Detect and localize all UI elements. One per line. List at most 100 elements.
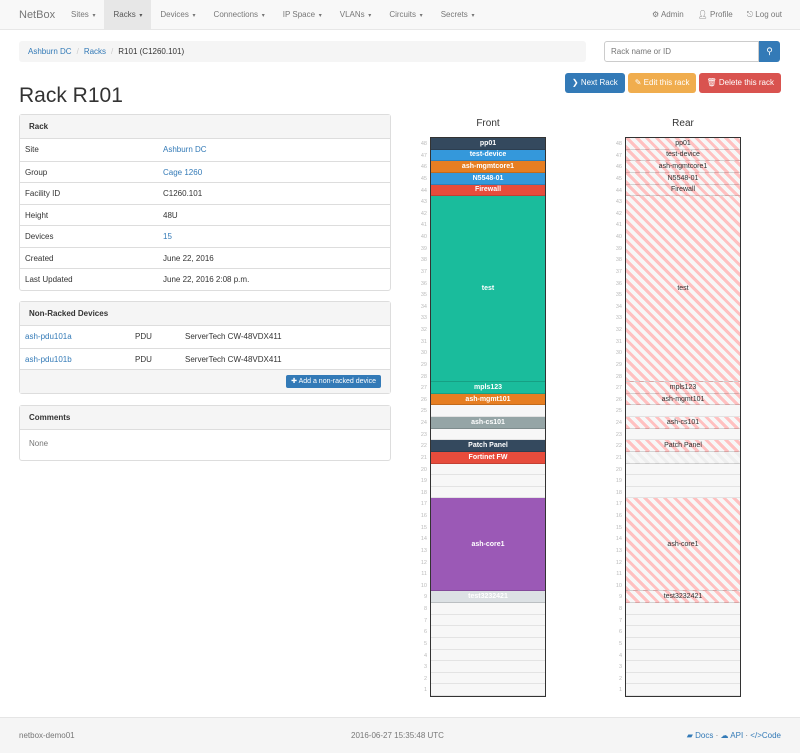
empty-slot[interactable] bbox=[431, 615, 545, 627]
unit-number: 29 bbox=[420, 361, 427, 368]
rack-attr-label: Created bbox=[25, 253, 54, 263]
empty-slot[interactable] bbox=[626, 626, 740, 638]
rear-device-n5548-01[interactable]: N5548-01 bbox=[626, 172, 740, 185]
empty-slot[interactable] bbox=[626, 650, 740, 662]
empty-slot[interactable] bbox=[431, 464, 545, 476]
rear-device-test-device[interactable]: test-device bbox=[626, 149, 740, 162]
front-device-patch-panel[interactable]: Patch Panel bbox=[431, 440, 545, 452]
logout-link[interactable]: ⎋ Log out bbox=[747, 0, 782, 29]
empty-slot[interactable] bbox=[626, 405, 740, 417]
rear-device-pp01[interactable]: pp01 bbox=[626, 138, 740, 150]
empty-slot[interactable] bbox=[626, 661, 740, 673]
code-link[interactable]: </>Code bbox=[750, 731, 781, 740]
rack-search-input[interactable] bbox=[604, 41, 759, 62]
front-device-mpls123[interactable]: mpls123 bbox=[431, 382, 545, 394]
empty-slot[interactable] bbox=[626, 429, 740, 441]
unit-number: 32 bbox=[615, 327, 622, 333]
empty-slot[interactable] bbox=[431, 684, 545, 696]
rear-device-test3232421[interactable]: test3232421 bbox=[626, 591, 740, 603]
front-device-fortinet-fw[interactable]: Fortinet FW bbox=[431, 451, 545, 464]
nav-sites[interactable]: Sites ▾ bbox=[62, 0, 104, 29]
rear-device-blocked[interactable] bbox=[626, 451, 740, 464]
nav-racks[interactable]: Racks ▾ bbox=[104, 0, 152, 29]
unit-number: 8 bbox=[423, 606, 427, 612]
empty-slot[interactable] bbox=[626, 673, 740, 685]
front-device-firewall[interactable]: Firewall bbox=[431, 184, 545, 197]
front-device-pp01[interactable]: pp01 bbox=[431, 138, 545, 150]
front-device-test3232421[interactable]: test3232421 bbox=[431, 591, 545, 603]
unit-number: 26 bbox=[420, 396, 427, 403]
comments-heading: Comments bbox=[20, 406, 390, 430]
front-device-n5548-01[interactable]: N5548-01 bbox=[431, 172, 545, 185]
empty-slot[interactable] bbox=[431, 626, 545, 638]
empty-slot[interactable] bbox=[431, 661, 545, 673]
device-name: ash-core1 bbox=[471, 540, 505, 548]
nav-circuits[interactable]: Circuits ▾ bbox=[380, 0, 431, 29]
front-device-ash-mgmt101[interactable]: ash-mgmt101 bbox=[431, 393, 545, 406]
next-rack-button[interactable]: ❯ Next Rack bbox=[564, 73, 625, 93]
empty-slot[interactable] bbox=[626, 603, 740, 615]
empty-slot[interactable] bbox=[626, 615, 740, 627]
device-link[interactable]: ash-pdu101b bbox=[25, 354, 72, 364]
empty-slot[interactable] bbox=[431, 487, 545, 499]
add-non-racked-button[interactable]: ✚ Add a non-racked device bbox=[286, 375, 381, 388]
edit-rack-button[interactable]: ✎ Edit this rack bbox=[627, 73, 697, 93]
unit-number: 14 bbox=[420, 536, 427, 543]
nav-ip-space[interactable]: IP Space ▾ bbox=[274, 0, 331, 29]
brand-logo[interactable]: NetBox bbox=[19, 9, 56, 21]
rack-attr-value[interactable]: Cage 1260 bbox=[163, 167, 203, 177]
rear-device-ash-mgmt101[interactable]: ash-mgmt101 bbox=[626, 393, 740, 406]
empty-slot[interactable] bbox=[626, 487, 740, 499]
rear-device-test[interactable]: test bbox=[626, 196, 740, 383]
rear-device-ash-core1[interactable]: ash-core1 bbox=[626, 498, 740, 592]
front-device-ash-cs101[interactable]: ash-cs101 bbox=[431, 417, 545, 429]
caret-down-icon: ▾ bbox=[90, 13, 96, 19]
nav-connections[interactable]: Connections ▾ bbox=[205, 0, 274, 29]
rear-device-patch-panel[interactable]: Patch Panel bbox=[626, 440, 740, 452]
nav-secrets[interactable]: Secrets ▾ bbox=[432, 0, 484, 29]
search-button[interactable]: ⚲ bbox=[759, 41, 780, 62]
delete-rack-button[interactable]: 🗑︎ Delete this rack bbox=[699, 73, 781, 93]
rear-device-mpls123[interactable]: mpls123 bbox=[626, 382, 740, 394]
rack-attr-value[interactable]: Ashburn DC bbox=[163, 145, 207, 154]
empty-slot[interactable] bbox=[626, 684, 740, 696]
empty-slot[interactable] bbox=[431, 673, 545, 685]
empty-slot[interactable] bbox=[431, 638, 545, 650]
front-device-test-device[interactable]: test-device bbox=[431, 149, 545, 162]
breadcrumb-racks[interactable]: Racks bbox=[83, 47, 107, 56]
front-device-test[interactable]: test bbox=[431, 196, 545, 383]
rear-device-ash-cs101[interactable]: ash-cs101 bbox=[626, 417, 740, 429]
admin-label: Admin bbox=[660, 10, 684, 19]
front-device-ash-mgmtcore1[interactable]: ash-mgmtcore1 bbox=[431, 161, 545, 173]
profile-link[interactable]: 👤︎ Profile bbox=[698, 0, 733, 29]
rear-device-firewall[interactable]: Firewall bbox=[626, 184, 740, 197]
empty-slot[interactable] bbox=[431, 650, 545, 662]
rear-device-ash-mgmtcore1[interactable]: ash-mgmtcore1 bbox=[626, 161, 740, 173]
unit-number: 24 bbox=[615, 420, 622, 426]
empty-slot[interactable] bbox=[626, 475, 740, 487]
rack-attr-label: Facility ID bbox=[25, 189, 61, 198]
unit-number: 47 bbox=[420, 152, 427, 159]
api-link[interactable]: ☁ API bbox=[721, 731, 744, 740]
empty-slot[interactable] bbox=[626, 464, 740, 476]
empty-slot[interactable] bbox=[626, 638, 740, 650]
logout-label: Log out bbox=[755, 10, 782, 19]
nav-vlans[interactable]: VLANs ▾ bbox=[331, 0, 381, 29]
unit-number: 31 bbox=[420, 338, 427, 345]
empty-slot[interactable] bbox=[431, 475, 545, 487]
caret-down-icon: ▾ bbox=[469, 13, 475, 19]
empty-slot[interactable] bbox=[431, 603, 545, 615]
empty-slot[interactable] bbox=[431, 405, 545, 417]
unit-number: 40 bbox=[615, 234, 622, 240]
docs-link[interactable]: ▰ Docs bbox=[687, 731, 714, 740]
nav-devices[interactable]: Devices ▾ bbox=[151, 0, 204, 29]
front-device-ash-core1[interactable]: ash-core1 bbox=[431, 498, 545, 592]
unit-number: 20 bbox=[615, 466, 622, 473]
admin-link[interactable]: ⚙ Admin bbox=[652, 0, 684, 29]
search-icon: ⚲ bbox=[766, 46, 773, 56]
breadcrumb-site[interactable]: Ashburn DC bbox=[28, 47, 72, 56]
rack-attr-value[interactable]: 15 bbox=[163, 232, 172, 241]
device-link[interactable]: ash-pdu101a bbox=[25, 332, 72, 341]
empty-slot[interactable] bbox=[431, 429, 545, 441]
device-role: PDU bbox=[135, 354, 152, 364]
